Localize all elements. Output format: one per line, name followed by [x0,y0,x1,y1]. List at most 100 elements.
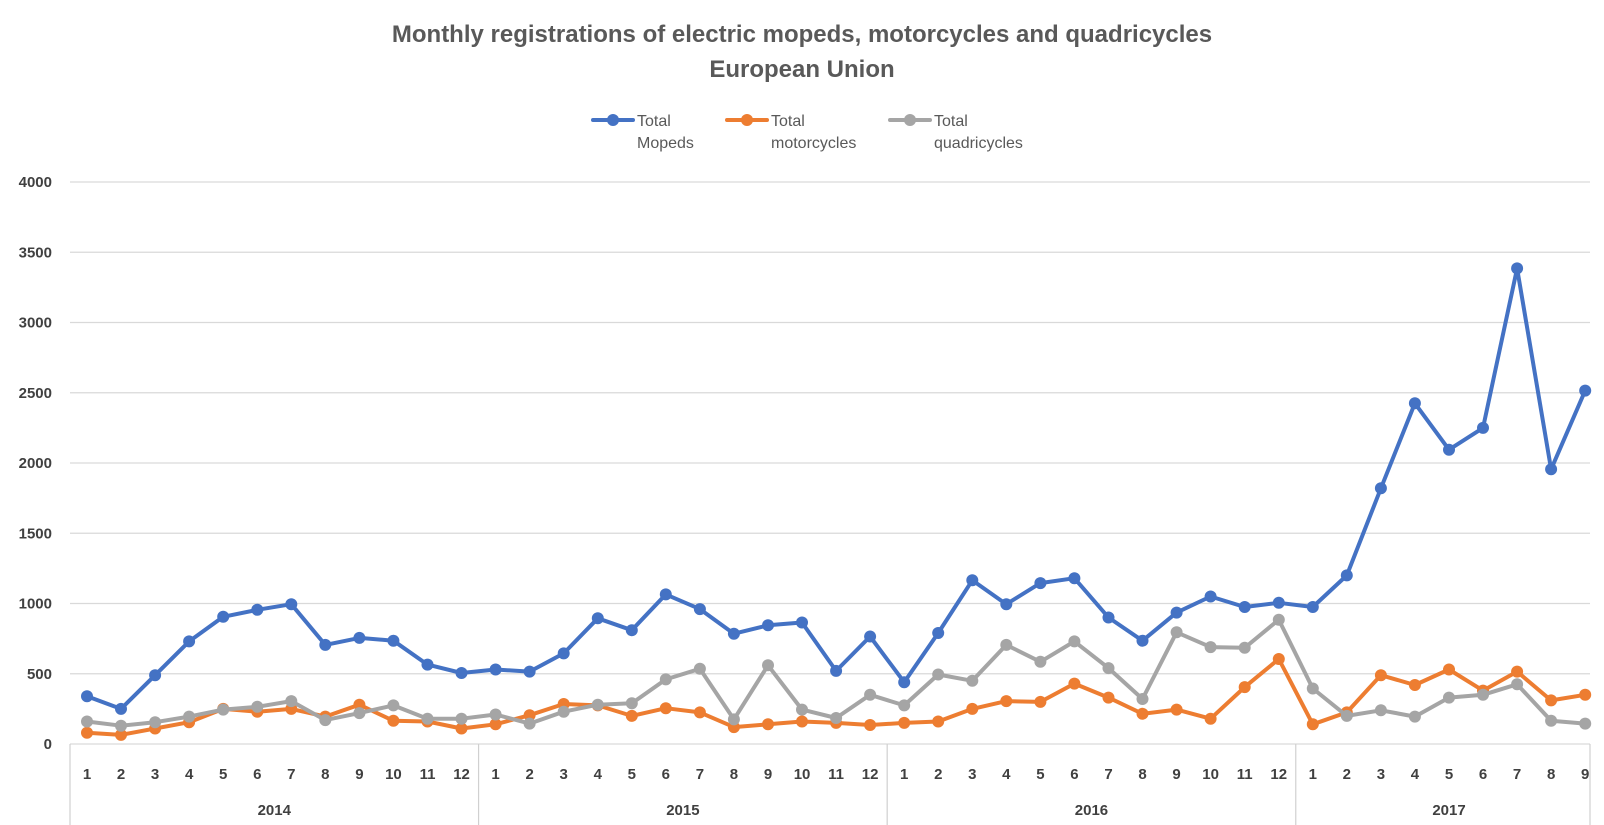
data-point [1170,606,1183,619]
data-point [932,715,945,728]
x-tick-label: 7 [696,766,704,783]
x-tick-label: 5 [219,766,227,783]
chart-subtitle: European Union [709,56,894,83]
data-point [762,659,774,672]
y-tick-label: 4000 [19,174,52,191]
x-tick-label: 8 [730,766,738,783]
x-tick-label: 6 [253,766,261,783]
series-group [81,262,1592,741]
data-point [251,700,264,713]
data-point [864,688,877,701]
x-tick-label: 7 [1513,766,1521,783]
data-point [115,719,127,732]
legend-label: motorcycles [771,135,856,152]
x-tick-label: 11 [420,766,436,783]
x-tick-label: 2 [934,766,942,783]
data-point [1068,677,1081,690]
x-tick-label: 9 [355,766,363,783]
data-point [1204,712,1217,725]
data-point [625,697,638,710]
gridlines [70,181,1590,745]
data-point [1204,590,1217,603]
data-point [387,699,400,712]
legend-marker [904,114,916,126]
data-point [353,707,366,720]
data-point [1000,638,1013,651]
data-point [285,695,298,708]
data-point [693,706,706,719]
x-tick-label: 2 [1343,766,1351,783]
x-tick-label: 7 [287,766,295,783]
data-point [1272,653,1285,665]
legend-item: Total quadricycles [888,113,1023,152]
data-point [183,710,196,723]
data-point [1545,694,1558,707]
data-point [1272,596,1285,609]
data-point [625,624,638,637]
data-point [966,674,979,687]
x-tick-label: 8 [321,766,329,783]
data-point [1477,421,1489,434]
legend-marker [741,114,753,126]
legend-label: Total [637,113,671,130]
x-tick-label: 5 [1445,766,1453,783]
data-point [625,709,638,722]
x-group-label: 2015 [666,802,699,819]
data-point [1579,717,1592,730]
data-point [1170,626,1183,639]
data-point [1034,695,1047,708]
data-point [762,718,774,731]
data-point [932,668,945,681]
x-tick-label: 4 [185,766,194,783]
data-point [557,647,570,660]
data-point [387,714,400,727]
x-tick-label: 9 [764,766,772,783]
x-tick-label: 12 [453,766,470,783]
x-tick-label: 6 [1070,766,1078,783]
data-point [1068,572,1081,585]
data-point [149,716,162,729]
data-point [932,627,945,639]
data-point [1000,598,1013,611]
data-point [1477,688,1489,701]
data-point [1511,678,1524,691]
data-point [1408,397,1421,410]
y-tick-label: 500 [27,666,52,683]
data-point [796,715,808,728]
x-tick-label: 3 [1377,766,1385,783]
data-point [693,603,706,616]
x-tick-label: 1 [1309,766,1317,783]
x-tick-label: 7 [1104,766,1112,783]
data-point [1443,691,1455,704]
data-point [489,663,502,676]
data-point [1136,634,1149,647]
data-point [1511,665,1524,678]
data-point [762,619,774,632]
data-point [898,676,911,689]
legend-label: Total [771,113,805,130]
data-point [1443,663,1455,676]
data-point [1374,482,1387,495]
data-point [1204,641,1217,654]
data-point [1000,695,1013,708]
data-point [1306,601,1319,613]
data-point [1272,613,1285,626]
data-point [455,722,468,735]
x-tick-label: 3 [968,766,976,783]
x-tick-label: 6 [662,766,670,783]
x-tick-label: 5 [628,766,636,783]
data-point [898,716,911,729]
data-point [1238,681,1251,694]
y-tick-label: 2000 [19,455,52,472]
y-tick-label: 2500 [19,385,52,402]
data-point [796,616,808,629]
data-point [183,635,196,648]
legend-label: Mopeds [637,135,694,152]
data-point [353,631,366,644]
x-group-label: 2014 [258,802,292,819]
data-point [421,658,434,671]
data-point [1306,682,1319,695]
data-point [1545,463,1558,476]
x-tick-label: 1 [491,766,499,783]
data-point [1579,384,1592,397]
